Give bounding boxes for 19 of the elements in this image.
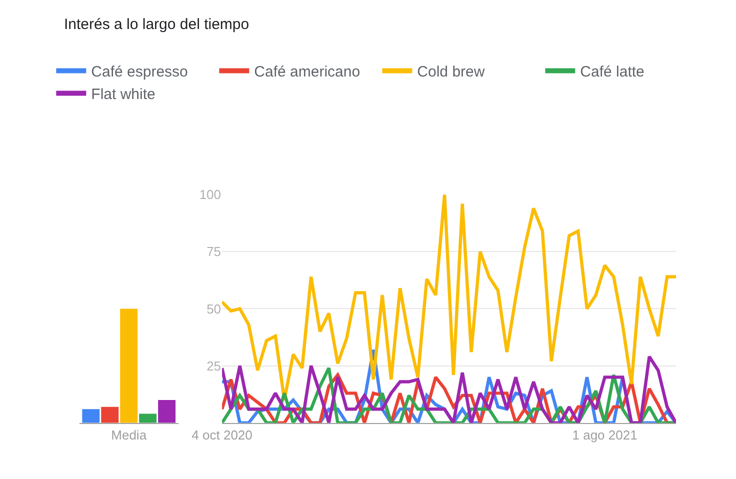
x-tick-label: Media [111,427,148,442]
legend-label: Café latte [580,64,644,81]
x-tick-label: 1 ago 2021 [572,427,638,442]
y-tick-label: 100 [199,187,222,202]
chart-title: Interés a lo largo del tiempo [64,16,250,33]
bar [120,308,138,423]
line-series [222,194,676,402]
legend-label: Flat white [91,86,156,104]
y-tick-label: 50 [206,301,222,316]
bar [82,409,100,423]
legend-label: Café americano [254,64,360,81]
y-tick-label: 25 [206,358,222,374]
bar [158,400,176,423]
bar [101,406,119,423]
bar [139,414,157,423]
legend-label: Cold brew [417,64,485,81]
x-tick-label: 4 oct 2020 [192,427,252,442]
legend-label: Café espresso [91,64,188,81]
y-tick-label: 75 [206,244,222,260]
